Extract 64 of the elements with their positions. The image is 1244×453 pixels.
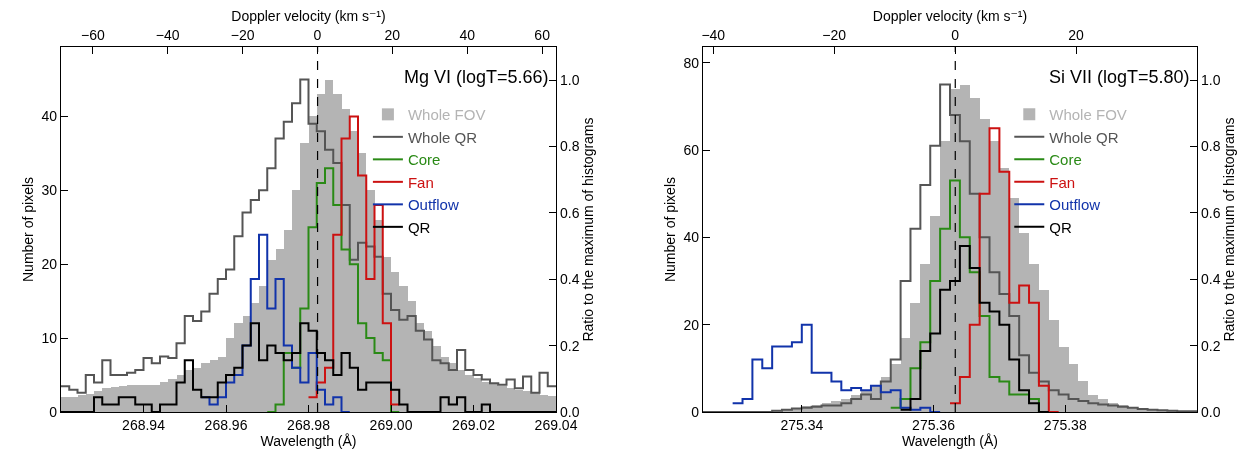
x2-tick-label: 20 [1068,27,1085,44]
y-axis-title: Number of pixels [20,176,37,283]
x-tick-label: 268.98 [287,417,331,433]
y2-tick-label: 1.0 [1201,72,1221,89]
y-tick-label: 10 [41,330,58,347]
y2-tick-label: 0.6 [560,204,580,221]
x-tick-label: 275.38 [1043,417,1087,433]
text: Si VII (logT=5.80) [1049,67,1190,87]
legend-label: Outflow [407,196,459,214]
y-tick-label: 40 [41,108,58,125]
y2-tick-label: 0.4 [560,271,580,288]
legend-label: Outflow [1049,196,1101,214]
y2-axis-title: Ratio to the maximum of histograms [579,117,596,342]
y-tick-label: 80 [683,54,700,71]
legend-label: Core [1049,151,1082,169]
y2-axis-title: Ratio to the maximum of histograms [1220,117,1237,342]
y-tick-label: 60 [683,141,700,158]
y-tick-label: 0 [49,403,58,420]
x-tick-label: 269.04 [534,417,578,433]
legend-label: Fan [407,173,434,191]
x-tick-label: 275.36 [912,417,956,433]
legend-label: QR [407,218,431,236]
x2-tick-label: 40 [459,27,476,44]
x-tick-label: 268.94 [122,417,166,433]
x-axis-title: Wavelength (Å) [902,433,998,449]
x2-tick-label: −20 [822,27,847,44]
x2-tick-label: −60 [80,27,105,44]
x2-axis-title: Doppler velocity (km s⁻¹) [231,7,386,24]
legend-label: Whole FOV [1049,106,1127,124]
x2-tick-label: 0 [313,27,322,44]
y2-tick-label: 0.8 [1201,138,1221,155]
y-tick-label: 20 [41,256,58,273]
x2-axis-title: Doppler velocity (km s⁻¹) [872,7,1028,24]
y2-tick-label: 0.2 [560,337,580,354]
y-tick-label: 0 [691,403,700,420]
legend-label: Whole QR [407,128,478,146]
legend-label: Whole QR [1049,128,1119,146]
x2-tick-label: 0 [951,27,960,44]
y-tick-label: 40 [683,229,700,246]
legend-label: Fan [1049,173,1076,191]
legend-label: Core [407,151,441,169]
y-axis-title: Number of pixels [662,176,679,283]
x2-tick-label: −40 [701,27,726,44]
y2-tick-label: 0.2 [1201,337,1221,354]
x-tick-label: 268.96 [204,417,248,433]
legend-label: QR [1049,218,1072,236]
x2-tick-label: −20 [230,27,255,44]
x2-tick-label: −40 [155,27,180,44]
x-tick-label: 269.02 [452,417,496,433]
x2-tick-label: 20 [384,27,401,44]
legend-label: Whole FOV [407,106,486,124]
y2-tick-label: 0.8 [560,138,580,155]
x-axis-title: Wavelength (Å) [260,433,357,449]
y2-tick-label: 0.0 [560,403,580,420]
y2-tick-label: 0.0 [1201,403,1221,420]
y2-tick-label: 1.0 [560,72,580,89]
y-tick-label: 20 [683,316,700,333]
x2-tick-label: 60 [534,27,551,44]
text: Mg VI (logT=5.66) [404,67,549,87]
y2-tick-label: 0.6 [1201,204,1221,221]
x-tick-label: 269.00 [369,417,413,433]
y-tick-label: 30 [41,182,58,199]
x-tick-label: 275.34 [780,417,824,433]
y2-tick-label: 0.4 [1201,271,1221,288]
